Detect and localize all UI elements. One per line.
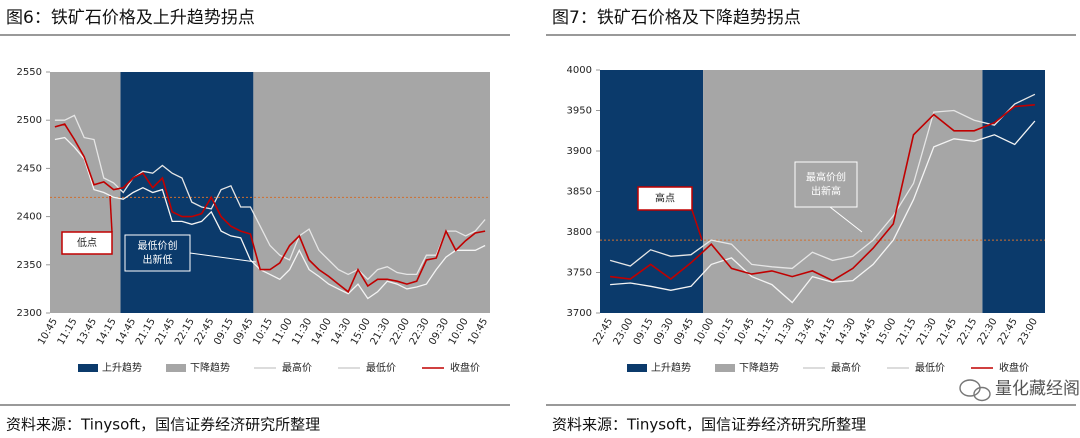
y-tick-label: 3750 (567, 268, 592, 279)
y-tick-label: 4000 (567, 65, 592, 76)
chart-title: 图7：铁矿石价格及下降趋势拐点 (552, 8, 801, 28)
source: 资料来源：Tinysoft，国信证券经济研究所整理 (552, 416, 866, 434)
annotation-text: 高点 (655, 192, 675, 205)
price-line (609, 93, 1036, 270)
chart-title: 图6：铁矿石价格及上升趋势拐点 (6, 8, 255, 28)
annotation-text: 最高价创 (806, 171, 846, 184)
y-tick-label: 2450 (17, 163, 42, 174)
annotation-text: 最低价创 (138, 239, 178, 252)
annotation-arrow (189, 252, 257, 263)
legend-label: 最高价 (831, 361, 861, 374)
trend-band (120, 72, 254, 313)
trend-band (703, 70, 983, 313)
legend-swatch (166, 364, 186, 372)
legend-swatch (715, 364, 735, 372)
annotation-box (637, 186, 693, 211)
legend-label: 最低价 (366, 361, 396, 374)
y-tick-label: 3700 (567, 308, 592, 319)
y-tick-label: 2300 (17, 308, 42, 319)
legend-label: 最低价 (915, 361, 945, 374)
y-tick-label: 3900 (567, 146, 592, 157)
legend-label: 下降趋势 (739, 361, 779, 374)
legend-label: 上升趋势 (651, 361, 691, 374)
price-line (610, 120, 1036, 304)
annotation-box (124, 234, 191, 272)
legend-swatch (78, 364, 98, 372)
legend-label: 最高价 (282, 361, 312, 374)
y-tick-label: 2400 (17, 212, 42, 223)
price-line (54, 123, 486, 294)
legend-label: 收盘价 (450, 361, 480, 374)
y-tick-label: 3950 (567, 106, 592, 117)
trend-band (50, 72, 121, 313)
source: 资料来源：Tinysoft，国信证券经济研究所整理 (6, 416, 320, 434)
annotation-text: 出新低 (143, 253, 173, 266)
annotation-text: 低点 (77, 236, 97, 249)
y-tick-label: 2500 (17, 115, 42, 126)
annotation-arrow (829, 206, 863, 233)
annotation-box (61, 231, 113, 255)
legend-label: 上升趋势 (102, 361, 142, 374)
y-tick-label: 3800 (567, 227, 592, 238)
y-tick-label: 3850 (567, 187, 592, 198)
x-tick-label: 10:45 (466, 316, 490, 346)
annotation-arrow (109, 195, 113, 233)
annotation-text: 出新高 (811, 185, 841, 198)
trend-band (253, 72, 490, 313)
watermark-icon (959, 379, 991, 402)
legend-label: 收盘价 (999, 361, 1029, 374)
y-tick-label: 2550 (17, 67, 42, 78)
trend-band (982, 70, 1045, 313)
watermark: 量化藏经阁 (995, 379, 1080, 399)
legend-swatch (627, 364, 647, 372)
x-tick-label: 23:00 (1016, 317, 1040, 347)
price-line (54, 114, 486, 281)
legend-label: 下降趋势 (190, 361, 230, 374)
price-line (54, 136, 486, 300)
y-tick-label: 2350 (17, 260, 42, 271)
price-line (610, 104, 1035, 282)
annotation-box (794, 161, 858, 208)
annotation-arrow (691, 209, 703, 241)
